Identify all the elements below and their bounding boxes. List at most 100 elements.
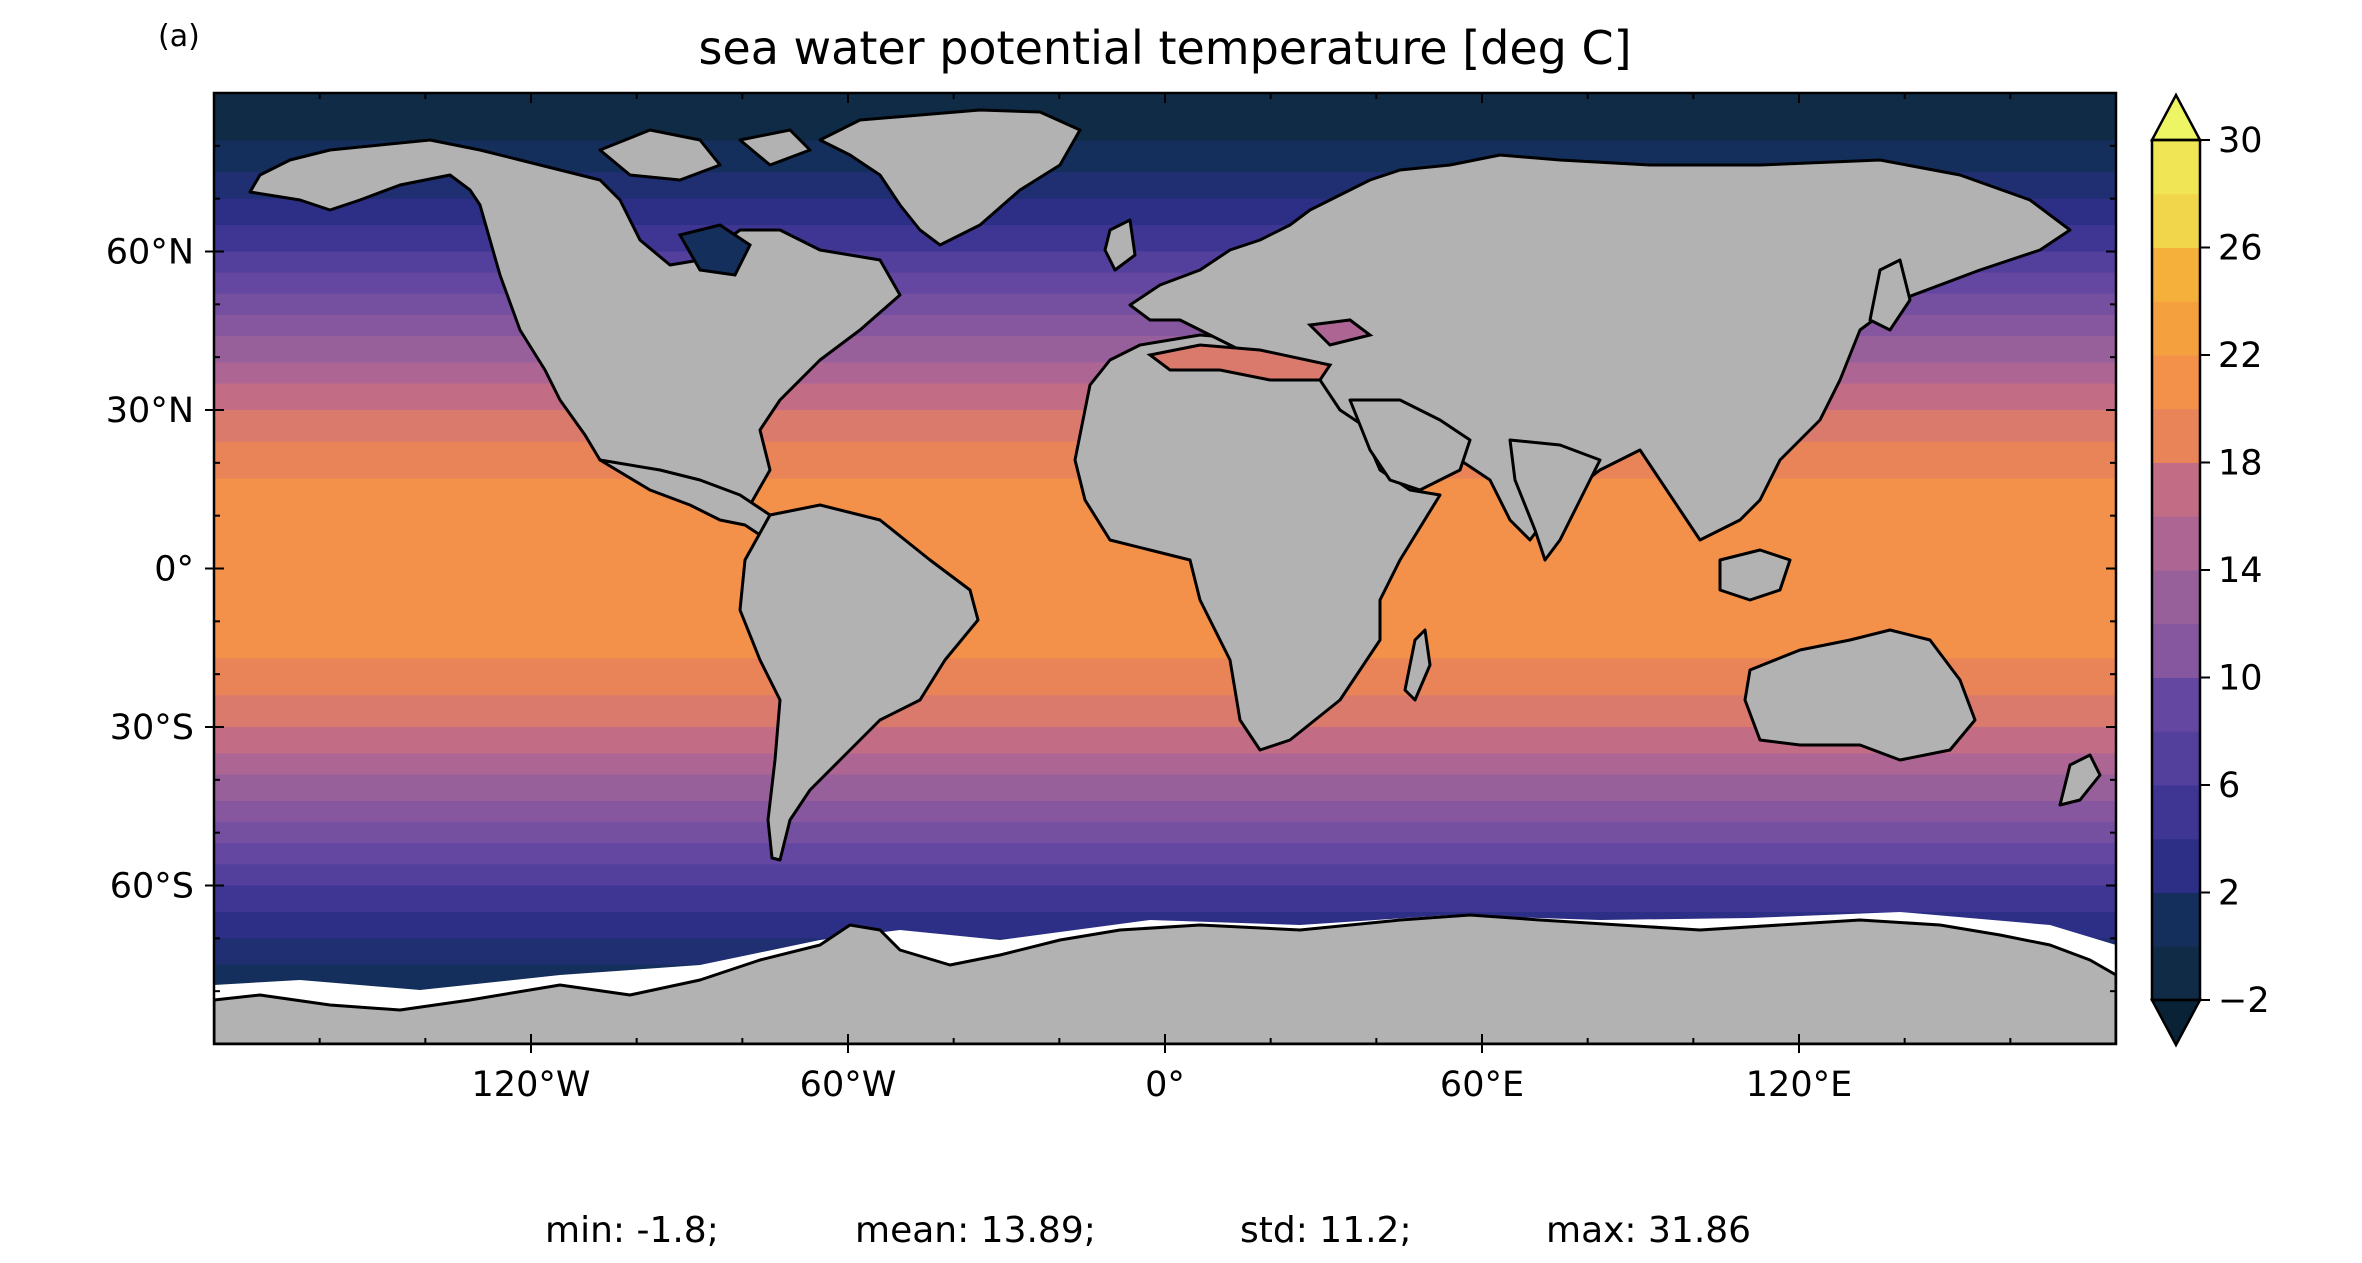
ocean-band: [214, 721, 2116, 728]
ocean-band: [214, 674, 2116, 681]
panel-label: (a): [158, 19, 200, 54]
colorbar-band: [2152, 892, 2200, 947]
ocean-band: [214, 135, 2116, 142]
ocean-band: [214, 679, 2116, 686]
ocean-band: [214, 256, 2116, 263]
ocean-band: [214, 901, 2116, 908]
ocean-band: [214, 832, 2116, 839]
ocean-band: [214, 594, 2116, 601]
ocean-band: [214, 584, 2116, 591]
ocean-band: [214, 330, 2116, 337]
colorbar-tick-label: −2: [2218, 981, 2270, 1021]
ocean-band: [214, 763, 2116, 770]
ocean-band: [214, 272, 2116, 279]
ocean-band: [214, 700, 2116, 707]
ocean-band: [214, 151, 2116, 157]
ocean-band: [214, 626, 2116, 633]
ocean-band: [214, 853, 2116, 860]
ocean-band: [214, 552, 2116, 559]
ocean-band: [214, 663, 2116, 670]
canadian-arctic-islands: [598, 128, 812, 182]
ocean-band: [214, 166, 2116, 173]
ocean-band: [214, 209, 2116, 216]
ocean-band: [214, 890, 2116, 897]
land: [214, 108, 2116, 1044]
ocean-band: [214, 896, 2116, 902]
lat-tick-label: 60°S: [110, 867, 194, 907]
colorbar-band: [2152, 408, 2200, 463]
ocean-band: [214, 848, 2116, 855]
ocean-band: [214, 917, 2116, 924]
ocean-band: [214, 690, 2116, 696]
lat-tick-label: 60°N: [106, 233, 194, 273]
mediterranean: [1146, 343, 1333, 382]
ocean-band: [214, 695, 2116, 702]
ocean-band: [214, 864, 2116, 871]
lon-tick-label: 60°E: [1440, 1065, 1524, 1105]
colorbar: 30 26 22 18 14 10 6 2 −2: [2149, 92, 2270, 1048]
ocean-band: [214, 193, 2116, 200]
ocean-band: [214, 214, 2116, 221]
stat-std: std: 11.2;: [1240, 1210, 1412, 1251]
colorbar-band: [2152, 301, 2200, 356]
ocean-band: [214, 827, 2116, 834]
ocean-band: [214, 182, 2116, 189]
ocean-band: [214, 277, 2116, 284]
ocean-band: [214, 800, 2116, 807]
inland-seas: [677, 223, 1374, 382]
lon-tick-label: 120°E: [1746, 1065, 1852, 1105]
ocean-band: [214, 589, 2116, 596]
colorbar-tick-label: 26: [2218, 229, 2263, 269]
lon-tick-label: 0°: [1145, 1065, 1185, 1105]
ocean-band: [214, 219, 2116, 226]
map-title: sea water potential temperature [deg C]: [698, 21, 1631, 75]
hudson-bay: [677, 223, 752, 277]
map-panel: [214, 93, 2116, 1044]
ocean-band: [214, 262, 2116, 268]
ocean-band: [214, 600, 2116, 607]
colorbar-band: [2152, 193, 2200, 248]
ocean-band: [214, 837, 2116, 844]
ocean-band: [214, 605, 2116, 612]
ocean-band: [214, 816, 2116, 823]
ocean-band: [214, 880, 2116, 887]
ocean-band: [214, 637, 2116, 644]
ocean-band: [214, 320, 2116, 327]
ocean-band: [214, 251, 2116, 258]
greenland: [818, 108, 1082, 247]
new-zealand: [2058, 753, 2102, 807]
ocean-band: [214, 822, 2116, 828]
ocean-band: [214, 198, 2116, 205]
ocean-band: [214, 631, 2116, 638]
ocean-band: [214, 911, 2116, 918]
colorbar-band: [2152, 570, 2200, 625]
ocean-band: [214, 774, 2116, 781]
colorbar-tick-label: 6: [2218, 766, 2240, 806]
ocean-band: [214, 621, 2116, 628]
colorbar-band: [2152, 140, 2200, 195]
ocean-band: [214, 658, 2116, 665]
colorbar-tick-label: 10: [2218, 659, 2263, 699]
ocean-band: [214, 790, 2116, 797]
ocean-band: [214, 325, 2116, 332]
colorbar-tick-label: 30: [2218, 121, 2263, 161]
ocean-band: [214, 785, 2116, 791]
ocean-band: [214, 869, 2116, 876]
ocean-band: [214, 267, 2116, 274]
madagascar: [1403, 628, 1432, 702]
lat-tick-label: 30°S: [110, 708, 194, 748]
lat-tick-label: 0°: [154, 550, 194, 590]
australia: [1743, 628, 1977, 762]
colorbar-band: [2152, 247, 2200, 302]
ocean-band: [214, 642, 2116, 649]
colorbar-tick-label: 22: [2218, 336, 2263, 376]
colorbar-band: [2152, 462, 2200, 517]
ocean-band: [214, 742, 2116, 749]
ocean-band: [214, 668, 2116, 675]
colorbar-ticks: 30 26 22 18 14 10 6 2 −2: [2200, 121, 2270, 1021]
south-america: [738, 503, 980, 862]
ocean-band: [214, 732, 2116, 739]
ocean-band: [214, 563, 2116, 570]
borneo-sumatra-islands: [1718, 548, 1792, 602]
ocean-band: [214, 653, 2116, 659]
